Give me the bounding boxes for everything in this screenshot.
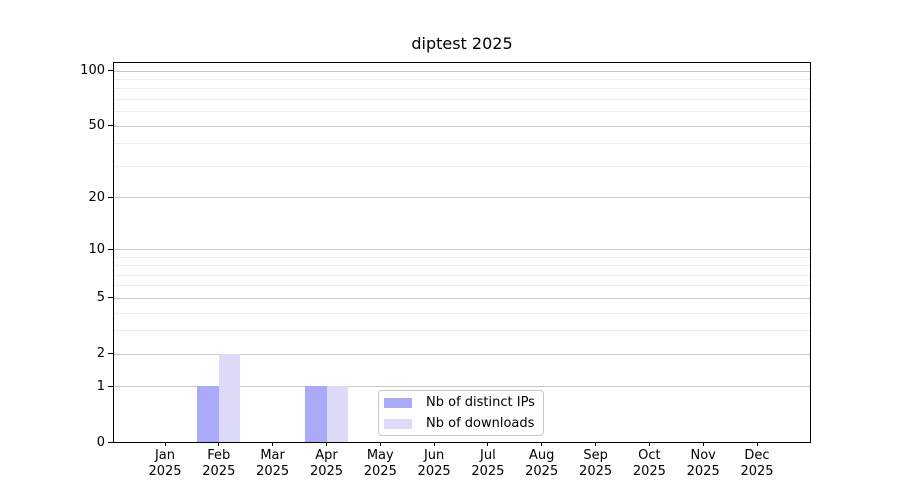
y-tick-label: 5 bbox=[96, 290, 105, 306]
x-tick-month: Mar bbox=[260, 448, 285, 463]
x-tick-label: Sep 2025 bbox=[564, 448, 628, 480]
bar-distinct-ips bbox=[305, 386, 327, 442]
y-tick-label: 50 bbox=[88, 118, 105, 134]
x-tick-year: 2025 bbox=[363, 464, 397, 479]
gridline-minor bbox=[114, 274, 810, 276]
gridline-major bbox=[114, 70, 810, 72]
gridline-minor bbox=[114, 330, 810, 332]
x-tick bbox=[433, 442, 435, 446]
gridline-minor bbox=[114, 79, 810, 80]
y-tick bbox=[108, 70, 113, 72]
x-tick-month: Jun bbox=[423, 448, 445, 463]
x-tick bbox=[487, 442, 489, 446]
bar-downloads bbox=[218, 353, 241, 442]
y-tick bbox=[108, 353, 113, 355]
gridline-major bbox=[114, 297, 810, 299]
x-tick-year: 2025 bbox=[202, 464, 236, 479]
y-tick-label: 100 bbox=[80, 63, 105, 79]
x-tick-label: Feb 2025 bbox=[187, 448, 251, 480]
x-tick-label: Mar 2025 bbox=[241, 448, 305, 480]
plot-area: 0 1 2 5 10 20 50 100 Jan 2025 Feb 2025 Mar 2025 Apr 202… bbox=[80, 62, 811, 479]
y-tick-label: 0 bbox=[96, 434, 105, 450]
x-tick-year: 2025 bbox=[740, 464, 774, 479]
x-tick-label: Aug 2025 bbox=[510, 448, 574, 480]
gridline-minor bbox=[114, 88, 810, 90]
x-tick-label: May 2025 bbox=[348, 448, 412, 480]
x-tick bbox=[326, 442, 327, 446]
x-tick-year: 2025 bbox=[471, 464, 505, 479]
x-tick bbox=[379, 442, 381, 446]
gridline-major bbox=[114, 197, 810, 198]
x-tick-month: Aug bbox=[528, 448, 555, 463]
x-tick-month: Oct bbox=[638, 448, 661, 463]
x-tick bbox=[756, 442, 758, 446]
legend-label: Nb of downloads bbox=[426, 416, 535, 431]
x-tick-year: 2025 bbox=[579, 464, 613, 479]
gridline-minor bbox=[114, 111, 810, 113]
y-tick-label: 20 bbox=[88, 189, 105, 205]
gridline-major bbox=[114, 353, 810, 355]
x-tick-month: Jul bbox=[480, 448, 496, 463]
x-tick-month: Apr bbox=[315, 448, 338, 463]
x-tick-month: Jan bbox=[154, 448, 176, 463]
gridline-minor bbox=[114, 165, 810, 167]
y-tick-label: 2 bbox=[96, 346, 105, 362]
legend-row: Nb of distinct IPs bbox=[384, 395, 543, 410]
x-tick bbox=[272, 442, 274, 446]
gridline-major bbox=[114, 249, 810, 250]
x-tick-label: Jun 2025 bbox=[402, 448, 466, 480]
x-tick bbox=[541, 442, 543, 446]
chart-title: diptest 2025 bbox=[411, 34, 513, 53]
gridline-minor bbox=[114, 99, 810, 100]
y-tick-label: 1 bbox=[96, 378, 105, 394]
x-tick bbox=[648, 442, 650, 446]
gridline-major bbox=[114, 386, 810, 388]
x-tick-label: Jul 2025 bbox=[456, 448, 520, 480]
x-tick-year: 2025 bbox=[309, 464, 344, 479]
y-tick bbox=[108, 196, 113, 198]
y-tick bbox=[108, 248, 113, 250]
gridline-minor bbox=[114, 143, 810, 145]
legend-row: Nb of downloads bbox=[384, 416, 543, 431]
gridline-minor bbox=[114, 265, 810, 267]
x-tick-month: May bbox=[366, 448, 394, 463]
x-tick-label: Nov 2025 bbox=[671, 448, 735, 480]
legend: Nb of distinct IPs Nb of downloads bbox=[378, 390, 544, 436]
legend-label: Nb of distinct IPs bbox=[426, 395, 535, 410]
x-tick-year: 2025 bbox=[148, 464, 182, 479]
gridline-minor bbox=[114, 256, 810, 258]
gridline-minor bbox=[114, 312, 810, 314]
x-tick-month: Feb bbox=[207, 448, 231, 463]
x-tick bbox=[702, 442, 704, 446]
x-tick bbox=[164, 442, 166, 446]
legend-swatch-distinct-ips bbox=[384, 397, 412, 408]
x-tick bbox=[218, 442, 220, 446]
y-tick bbox=[108, 441, 113, 443]
x-tick-year: 2025 bbox=[525, 464, 559, 479]
gridline-major bbox=[114, 125, 810, 127]
x-tick-year: 2025 bbox=[417, 464, 451, 479]
x-tick-label: Oct 2025 bbox=[617, 448, 681, 480]
x-tick-month: Sep bbox=[583, 448, 608, 463]
bar-distinct-ips bbox=[197, 386, 219, 442]
x-tick-label: Dec 2025 bbox=[725, 448, 789, 480]
x-tick-month: Dec bbox=[744, 448, 770, 463]
x-tick bbox=[595, 442, 597, 446]
legend-swatch-downloads bbox=[384, 418, 412, 429]
gridline-minor bbox=[114, 285, 810, 287]
x-tick-month: Nov bbox=[690, 448, 716, 463]
x-tick-year: 2025 bbox=[632, 464, 666, 479]
x-tick-label: Apr 2025 bbox=[295, 448, 359, 480]
bar-downloads bbox=[326, 386, 348, 442]
y-tick-label: 10 bbox=[88, 241, 105, 257]
x-tick-year: 2025 bbox=[686, 464, 720, 479]
y-tick bbox=[108, 385, 113, 387]
x-tick-label: Jan 2025 bbox=[133, 448, 197, 480]
y-tick bbox=[108, 297, 113, 299]
y-tick bbox=[108, 125, 113, 127]
x-tick-year: 2025 bbox=[256, 464, 290, 479]
